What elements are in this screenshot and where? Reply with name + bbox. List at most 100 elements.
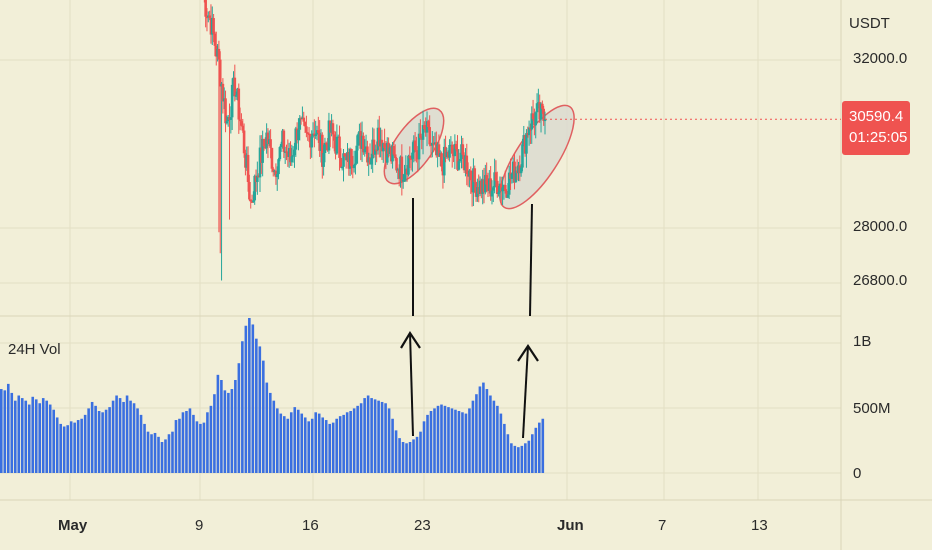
volume-bar	[227, 392, 230, 473]
candle-body	[222, 98, 226, 102]
candle-body	[380, 139, 384, 152]
candle-body	[366, 146, 369, 163]
candle-body	[275, 174, 279, 178]
candle-body	[415, 150, 418, 152]
candle-body	[493, 172, 496, 188]
candle-body	[506, 194, 510, 198]
candle-body	[362, 135, 365, 153]
candle-body	[498, 183, 502, 193]
candle-body	[541, 103, 544, 109]
candle-body	[419, 133, 422, 138]
highlight-ellipse	[499, 104, 575, 210]
candle-body	[464, 155, 467, 171]
candle-body	[221, 83, 225, 102]
candle-body	[391, 146, 394, 162]
volume-bar	[422, 421, 426, 473]
volume-bar	[492, 400, 496, 473]
candle-body	[233, 77, 237, 97]
candle-body	[444, 146, 447, 158]
candle-body	[342, 153, 345, 167]
candle-body	[449, 144, 453, 147]
candle-body	[375, 149, 378, 152]
volume-bar	[48, 404, 52, 473]
candle-body	[480, 180, 483, 194]
price-tick-label: 32000.0	[853, 50, 908, 67]
candle-body	[374, 149, 377, 155]
volume-bar	[303, 417, 307, 473]
candle-body	[283, 151, 287, 153]
candle-body	[453, 143, 457, 157]
candle-body	[460, 144, 463, 159]
candle-body	[347, 152, 351, 169]
candle-body	[404, 168, 408, 175]
candle-body	[372, 139, 376, 155]
time-tick-label: Jun	[557, 517, 584, 534]
candle-body	[315, 130, 319, 135]
volume-bar	[531, 434, 534, 473]
candle-body	[494, 172, 498, 181]
candle-body	[264, 146, 267, 149]
volume-bar	[510, 443, 513, 473]
candle-body	[355, 145, 359, 164]
volume-bar	[419, 431, 422, 473]
volume-bar	[436, 405, 440, 473]
candle-body	[539, 103, 543, 120]
time-tick-label: 7	[658, 517, 667, 534]
candle-body	[466, 174, 470, 177]
candle-body	[470, 180, 474, 193]
candle-body	[340, 166, 344, 169]
time-tick-label: 13	[751, 517, 768, 534]
candle-body	[531, 113, 535, 120]
candle-body	[302, 117, 306, 122]
candle-body	[350, 148, 353, 167]
volume-bar	[391, 418, 394, 473]
candle-body	[400, 156, 404, 182]
volume-bar	[248, 318, 251, 473]
volume-bar	[275, 408, 279, 473]
volume-tick-label: 0	[853, 465, 862, 482]
candle-body	[305, 126, 308, 133]
volume-bar	[52, 409, 55, 473]
candle-body	[271, 168, 275, 172]
candle-body	[214, 45, 218, 57]
candle-body	[478, 180, 482, 194]
candle-body	[530, 113, 534, 130]
volume-bar	[296, 409, 300, 473]
candle-body	[262, 139, 266, 147]
volume-bar	[499, 413, 503, 473]
candle-body	[266, 132, 270, 145]
candle-body	[423, 125, 426, 129]
candle-body	[515, 170, 519, 174]
candle-body	[261, 139, 264, 163]
candle-body	[336, 136, 340, 139]
volume-bar	[139, 414, 143, 473]
candle-body	[246, 154, 250, 182]
candle-body	[420, 137, 424, 140]
volume-bar	[59, 423, 62, 473]
candle-body	[252, 200, 255, 202]
candle-body	[358, 131, 361, 135]
volume-bar	[90, 401, 94, 473]
volume-bar	[429, 411, 433, 473]
candle-body	[396, 169, 400, 171]
candle-body	[518, 165, 522, 174]
candle-body	[505, 190, 508, 198]
volume-bar	[118, 398, 122, 473]
volume-bar	[405, 443, 408, 473]
candle-body	[543, 119, 547, 122]
volume-bar	[80, 418, 83, 473]
volume-bar	[269, 392, 272, 473]
candle-body	[294, 128, 298, 150]
candle-body	[389, 147, 393, 162]
volume-bar	[394, 430, 398, 473]
candle-body	[253, 175, 256, 201]
volume-bar	[132, 403, 136, 473]
volume-bar	[384, 403, 387, 473]
volume-bar	[206, 412, 209, 473]
candle-body	[403, 174, 406, 180]
candle-body	[229, 117, 233, 120]
volume-bar	[125, 395, 129, 473]
candle-body	[332, 134, 336, 141]
candle-body	[445, 152, 449, 158]
